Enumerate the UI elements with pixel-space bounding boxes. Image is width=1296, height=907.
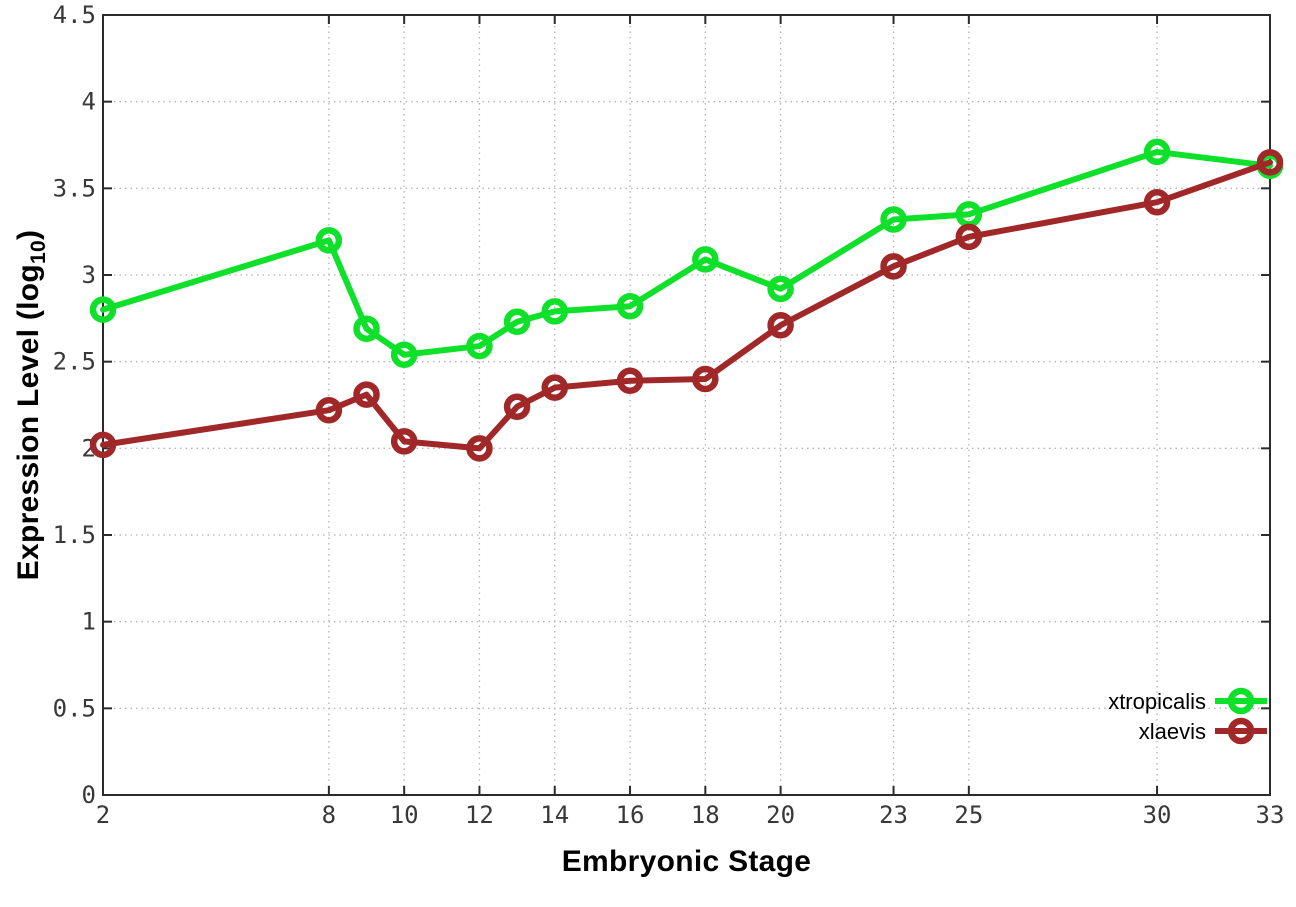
y-tick-label: 4: [82, 88, 96, 116]
y-axis-title-subscript: 10: [27, 239, 50, 264]
x-tick-label: 33: [1256, 801, 1285, 829]
y-axis-title-paren: ): [12, 229, 45, 240]
legend-sample-marker-xtropicalis: [1227, 687, 1255, 715]
data-point-xtropicalis: [616, 292, 644, 320]
x-tick-label: 8: [322, 801, 336, 829]
data-point-xlaevis: [353, 381, 380, 408]
data-point-xlaevis: [315, 396, 343, 424]
data-point-xlaevis: [880, 253, 907, 280]
legend-label-xtropicalis: xtropicalis: [1108, 689, 1206, 714]
x-tick-label: 16: [616, 801, 645, 829]
data-point-xtropicalis: [767, 275, 794, 303]
series-line-xlaevis: [100, 159, 1273, 452]
x-tick-label: 14: [540, 801, 569, 829]
y-tick-label: 4.5: [53, 1, 96, 29]
data-point-xtropicalis: [353, 315, 380, 342]
data-point-xtropicalis: [466, 332, 493, 360]
data-point-xtropicalis: [390, 341, 418, 368]
x-tick-label: 30: [1143, 801, 1172, 829]
y-tick-label: 0: [82, 781, 96, 809]
data-point-xtropicalis: [315, 227, 343, 254]
x-tick-label: 2: [96, 801, 110, 829]
y-tick-label: 0.5: [53, 694, 96, 722]
y-axis-title: Expression Level (log10): [12, 15, 50, 795]
y-tick-label: 3.5: [53, 174, 96, 202]
legend-sample-marker-xlaevis: [1227, 717, 1255, 745]
series-line-xtropicalis: [100, 148, 1273, 358]
x-tick-label: 20: [766, 801, 795, 829]
data-point-xtropicalis: [541, 298, 568, 325]
x-axis-title: Embryonic Stage: [561, 845, 812, 878]
y-tick-label: 2.5: [53, 348, 96, 376]
data-point-xtropicalis: [1143, 138, 1171, 166]
data-point-xlaevis: [503, 393, 531, 420]
x-tick-label: 25: [954, 801, 983, 829]
y-axis-title-text: Expression Level (log: [12, 263, 45, 581]
data-point-xlaevis: [1143, 188, 1171, 216]
x-tick-label: 18: [691, 801, 720, 829]
y-tick-label: 1.5: [53, 521, 96, 549]
data-point-xlaevis: [466, 435, 493, 462]
data-point-xtropicalis: [503, 308, 531, 336]
y-tick-label: 3: [82, 261, 96, 289]
data-point-xtropicalis: [692, 246, 719, 273]
data-point-xlaevis: [89, 431, 117, 459]
plot-border: [102, 14, 1271, 796]
data-point-xlaevis: [1256, 149, 1284, 176]
data-point-xlaevis: [390, 428, 418, 455]
data-point-xtropicalis: [89, 296, 117, 323]
data-point-xlaevis: [955, 223, 983, 251]
y-tick-label: 1: [82, 608, 96, 636]
data-point-xtropicalis: [880, 206, 907, 233]
data-point-xlaevis: [616, 367, 644, 394]
legend-label-xlaevis: xlaevis: [1139, 719, 1206, 744]
x-tick-label: 23: [879, 801, 908, 829]
data-point-xlaevis: [767, 312, 794, 339]
data-point-xlaevis: [541, 374, 568, 401]
x-tick-label: 12: [465, 801, 494, 829]
x-tick-label: 10: [390, 801, 419, 829]
data-point-xlaevis: [692, 365, 719, 393]
